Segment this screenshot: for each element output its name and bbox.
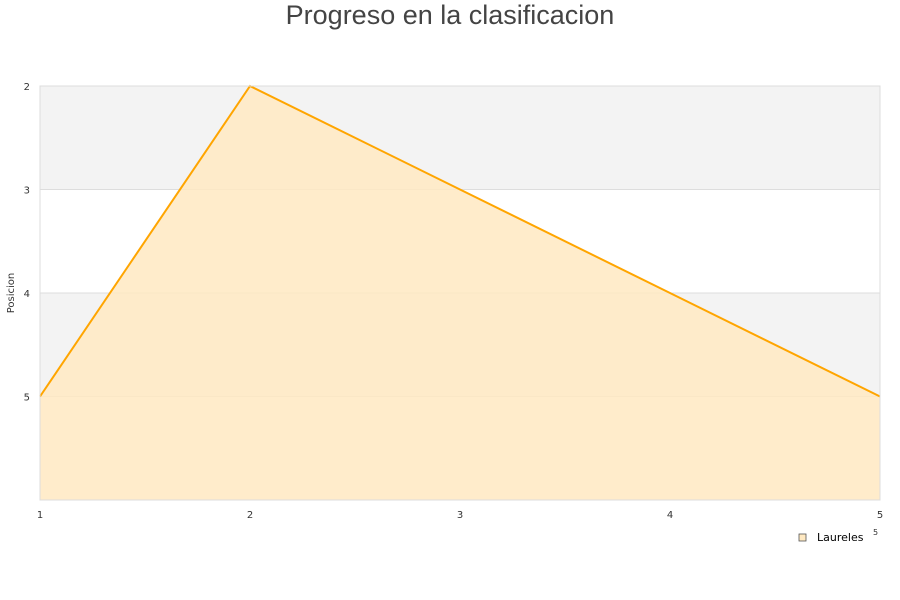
plot-border bbox=[39, 85, 881, 501]
x-tick-label: 1 bbox=[37, 510, 43, 521]
grid-band bbox=[40, 86, 880, 190]
stray-label: 5 bbox=[873, 528, 878, 537]
y-tick-label: 5 bbox=[24, 393, 30, 404]
x-tick-label: 3 bbox=[457, 510, 463, 521]
legend[interactable]: Laureles bbox=[798, 531, 864, 544]
y-tick-label: 2 bbox=[24, 82, 30, 93]
y-tick-label: 4 bbox=[24, 289, 30, 300]
x-tick-label: 5 bbox=[877, 510, 883, 521]
x-tick-label: 2 bbox=[247, 510, 253, 521]
legend-swatch-laureles bbox=[798, 533, 807, 542]
legend-label-laureles: Laureles bbox=[817, 531, 864, 544]
y-tick-label: 3 bbox=[24, 186, 30, 197]
chart-title: Progreso en la clasificacion bbox=[285, 0, 615, 30]
series-area-laureles bbox=[40, 86, 880, 500]
series-line-laureles bbox=[39, 84, 881, 398]
x-tick-label: 4 bbox=[667, 510, 673, 521]
y-axis-label: Posicion bbox=[6, 273, 17, 314]
